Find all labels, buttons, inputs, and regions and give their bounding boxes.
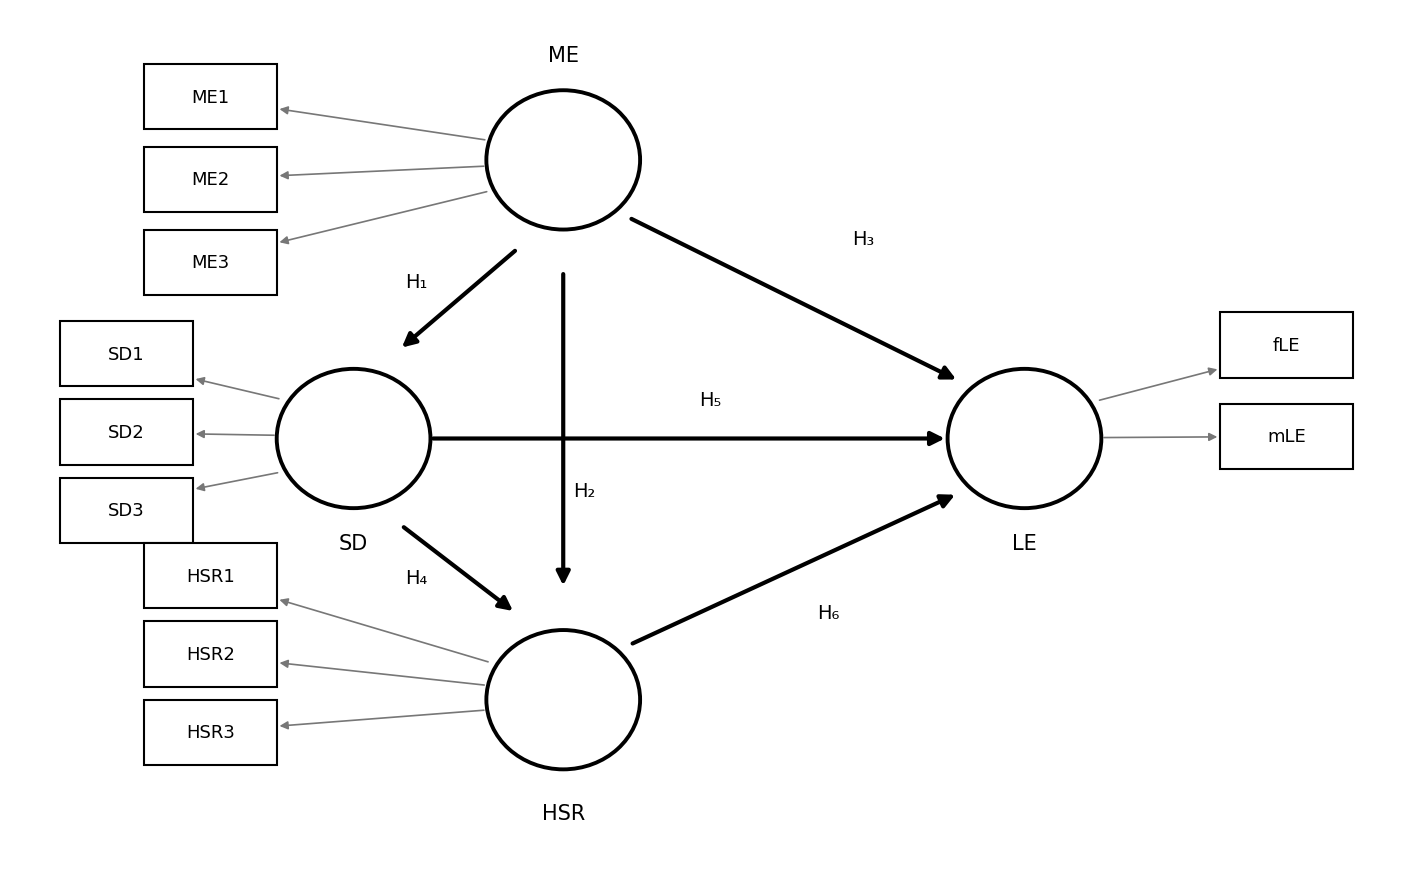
Text: SD3: SD3: [108, 501, 145, 520]
Text: H₂: H₂: [574, 482, 595, 500]
FancyBboxPatch shape: [1220, 313, 1353, 378]
Text: HSR2: HSR2: [186, 645, 235, 663]
FancyBboxPatch shape: [143, 148, 277, 212]
Text: HSR: HSR: [541, 803, 585, 823]
FancyBboxPatch shape: [143, 543, 277, 608]
FancyBboxPatch shape: [60, 399, 193, 465]
Text: HSR3: HSR3: [186, 723, 235, 742]
FancyBboxPatch shape: [1220, 404, 1353, 470]
Text: SD: SD: [339, 533, 368, 553]
Text: H₄: H₄: [405, 569, 427, 587]
Text: ME: ME: [548, 47, 579, 67]
Text: ME1: ME1: [191, 89, 229, 106]
Text: H₃: H₃: [852, 229, 875, 248]
Text: H₆: H₆: [818, 603, 839, 623]
Ellipse shape: [277, 370, 430, 508]
Text: LE: LE: [1012, 533, 1036, 553]
FancyBboxPatch shape: [60, 321, 193, 387]
Text: SD1: SD1: [108, 345, 145, 363]
Text: H₁: H₁: [405, 273, 427, 292]
FancyBboxPatch shape: [60, 479, 193, 543]
Ellipse shape: [486, 630, 640, 769]
Ellipse shape: [486, 91, 640, 230]
Text: ME2: ME2: [191, 171, 229, 190]
FancyBboxPatch shape: [143, 65, 277, 130]
Text: mLE: mLE: [1267, 428, 1306, 446]
Ellipse shape: [948, 370, 1101, 508]
Text: ME3: ME3: [191, 254, 229, 272]
FancyBboxPatch shape: [143, 622, 277, 687]
FancyBboxPatch shape: [143, 700, 277, 765]
Text: fLE: fLE: [1272, 336, 1301, 355]
Text: HSR1: HSR1: [186, 567, 235, 585]
Text: SD2: SD2: [108, 423, 145, 442]
FancyBboxPatch shape: [143, 230, 277, 296]
Text: H₅: H₅: [699, 391, 721, 409]
